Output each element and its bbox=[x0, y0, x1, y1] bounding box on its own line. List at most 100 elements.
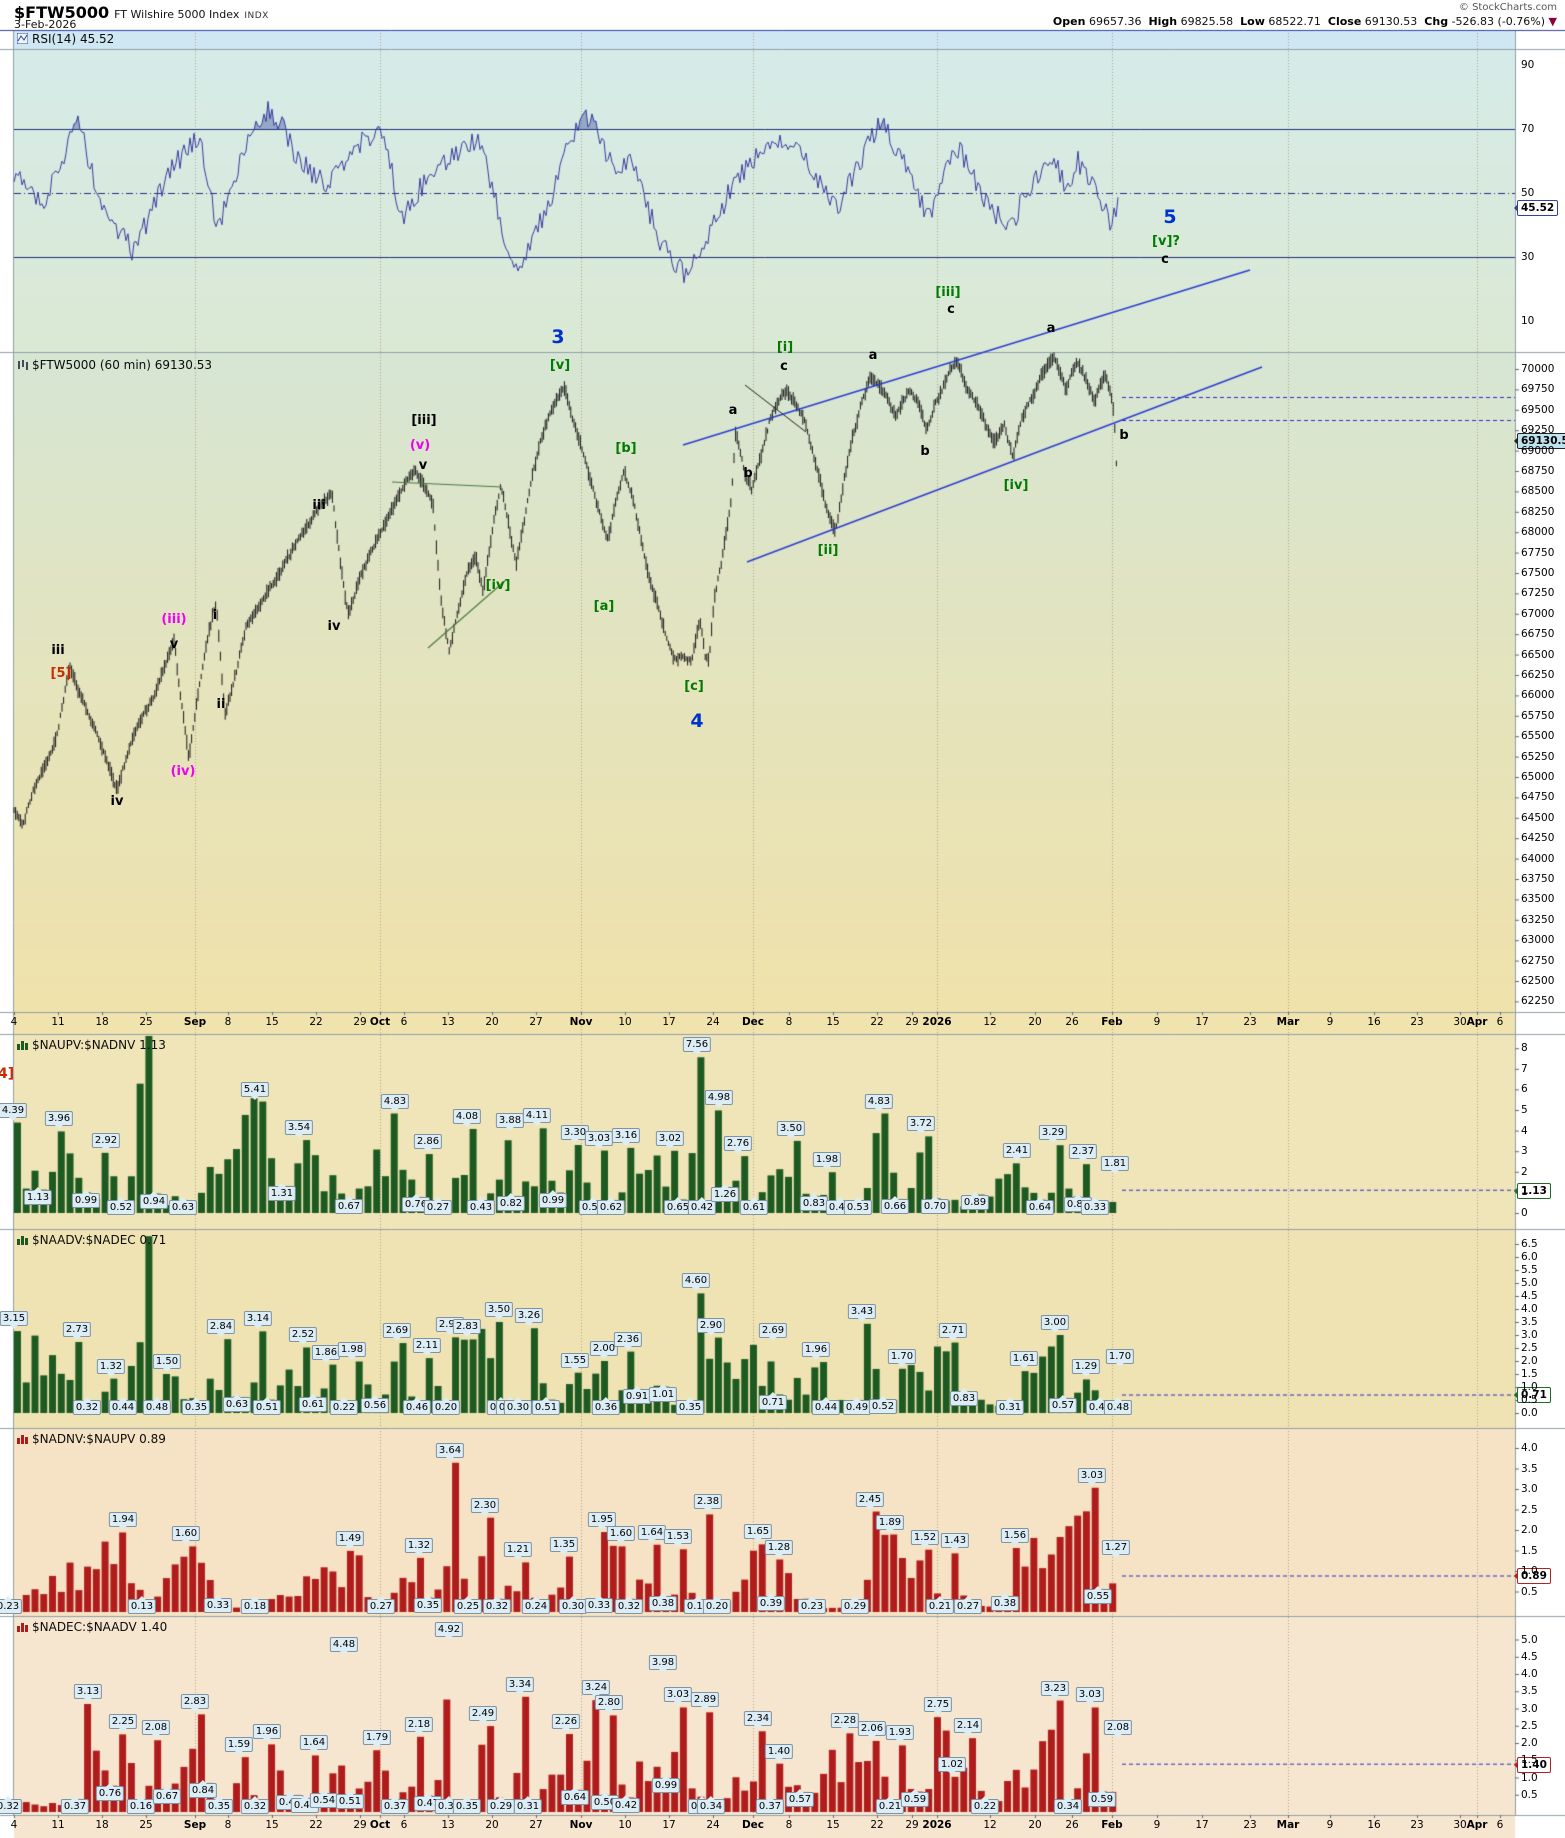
value-callout: 0.59 bbox=[1087, 1788, 1117, 1807]
x-axis-label: Nov bbox=[569, 1819, 593, 1831]
value-callout: 1.60 bbox=[171, 1526, 201, 1545]
value-callout: 3.96 bbox=[44, 1111, 74, 1130]
x-axis-label: 13 bbox=[441, 1819, 455, 1831]
y-axis-label: 0 bbox=[1521, 1207, 1528, 1219]
x-axis-label: 30 bbox=[1453, 1819, 1467, 1831]
y-axis-label: 2 bbox=[1521, 1165, 1528, 1178]
value-callout: 0.89 bbox=[960, 1191, 990, 1210]
y-axis-label: 65500 bbox=[1521, 730, 1555, 743]
value-callout: 0.32 bbox=[482, 1595, 512, 1614]
y-axis-label: 69250 bbox=[1521, 424, 1555, 437]
x-axis-label: 9 bbox=[1326, 1016, 1334, 1028]
x-axis-label: 17 bbox=[1195, 1819, 1209, 1831]
y-axis-label: 2.5 bbox=[1521, 1342, 1538, 1354]
x-axis-label: 22 bbox=[309, 1819, 323, 1831]
x-axis-label: 4 bbox=[10, 1016, 18, 1028]
value-callout: 0.21 bbox=[925, 1596, 955, 1614]
y-axis-label: 0.5 bbox=[1521, 1788, 1538, 1801]
naadv-nadec-panel-title: $NAADV:$NADEC 0.71 bbox=[17, 1233, 166, 1248]
y-axis-label: 3.5 bbox=[1521, 1316, 1538, 1328]
value-callout: 3.43 bbox=[847, 1303, 877, 1322]
wave-annotation: (iv) bbox=[170, 764, 196, 779]
chg-value: -526.83 (-0.76%) bbox=[1451, 15, 1546, 28]
wave-annotation: [5] bbox=[50, 666, 72, 681]
x-axis-label: 17 bbox=[662, 1016, 676, 1028]
value-callout: 1.50 bbox=[152, 1354, 182, 1372]
x-axis-label: 23 bbox=[1243, 1819, 1257, 1831]
value-callout: 3.64 bbox=[435, 1442, 465, 1461]
wave-annotation: b bbox=[743, 466, 753, 481]
value-callout: 1.32 bbox=[96, 1358, 126, 1377]
x-axis-label: 18 bbox=[95, 1016, 109, 1028]
wave-annotation: [v] bbox=[549, 358, 571, 373]
value-callout: 0.13 bbox=[127, 1596, 157, 1614]
nadnv-naupv-panel-title: $NADNV:$NAUPV 0.89 bbox=[17, 1432, 166, 1447]
red-bars-icon bbox=[17, 1433, 28, 1447]
wave-annotation: c bbox=[1161, 252, 1169, 267]
x-axis-label: 13 bbox=[441, 1016, 455, 1028]
value-callout: 0.20 bbox=[431, 1397, 461, 1415]
value-callout: 2.76 bbox=[723, 1136, 753, 1155]
value-callout: 1.70 bbox=[1105, 1348, 1135, 1367]
value-callout: 0.36 bbox=[591, 1397, 621, 1415]
y-axis-label: 2.5 bbox=[1521, 1719, 1538, 1732]
y-axis-label: 66500 bbox=[1521, 648, 1555, 661]
x-axis-label: 15 bbox=[265, 1819, 279, 1831]
x-axis-label: 24 bbox=[706, 1819, 720, 1831]
y-axis-label: 69750 bbox=[1521, 383, 1555, 396]
wave-annotation: 3 bbox=[551, 326, 565, 348]
y-axis-label: 0.5 bbox=[1521, 1394, 1538, 1406]
high-label: High bbox=[1148, 15, 1178, 28]
y-axis-label: 64500 bbox=[1521, 811, 1555, 824]
x-axis-label: Sep bbox=[183, 1819, 207, 1831]
value-callout: 2.75 bbox=[923, 1697, 953, 1716]
value-callout: 2.11 bbox=[412, 1338, 442, 1357]
value-callout: 0.42 bbox=[687, 1197, 717, 1215]
value-callout: 0.57 bbox=[1048, 1395, 1078, 1414]
x-axis-label: 2026 bbox=[922, 1819, 952, 1831]
value-callout: 0.20 bbox=[702, 1596, 732, 1614]
value-callout: 2.83 bbox=[180, 1694, 210, 1713]
value-callout: 2.38 bbox=[693, 1494, 723, 1513]
wave-annotation: b bbox=[1119, 428, 1129, 443]
chg-down-icon[interactable]: ▼ bbox=[1548, 15, 1557, 28]
credit: © StockCharts.com bbox=[1458, 2, 1557, 13]
value-callout: 0.64 bbox=[1025, 1196, 1055, 1215]
value-callout: 3.24 bbox=[581, 1680, 611, 1699]
value-callout: 5.41 bbox=[240, 1081, 270, 1100]
value-callout: 1.86 bbox=[311, 1344, 341, 1363]
x-axis-label: 6 bbox=[1496, 1819, 1504, 1831]
y-axis-label: 62250 bbox=[1521, 995, 1555, 1008]
value-callout: 0.61 bbox=[298, 1394, 328, 1413]
y-axis-label: 3.5 bbox=[1521, 1685, 1538, 1698]
value-callout: 4.83 bbox=[380, 1093, 410, 1112]
close-label: Close bbox=[1327, 15, 1362, 28]
x-axis-label: 20 bbox=[1028, 1819, 1042, 1831]
y-axis-label: 4.0 bbox=[1521, 1668, 1538, 1680]
value-callout: 0.59 bbox=[900, 1788, 930, 1807]
y-axis-label: 64250 bbox=[1521, 832, 1555, 845]
value-callout: 2.69 bbox=[758, 1323, 788, 1342]
value-callout: 0.29 bbox=[486, 1796, 516, 1814]
y-axis-label: 64000 bbox=[1521, 852, 1555, 865]
y-axis-label: 6 bbox=[1521, 1083, 1528, 1096]
x-axis-label: 22 bbox=[870, 1819, 884, 1831]
x-axis-label: 9 bbox=[1326, 1819, 1334, 1831]
y-axis-label: 2.5 bbox=[1521, 1503, 1538, 1516]
value-callout: 0.33 bbox=[1080, 1197, 1110, 1215]
value-callout: 0.66 bbox=[880, 1196, 910, 1215]
value-callout: 0.54 bbox=[309, 1790, 339, 1809]
value-callout: 2.25 bbox=[108, 1714, 138, 1733]
y-axis-label: 5.5 bbox=[1521, 1264, 1538, 1276]
value-callout: 0.37 bbox=[380, 1796, 410, 1814]
x-axis-label: 8 bbox=[785, 1819, 793, 1831]
value-callout: 1.28 bbox=[764, 1539, 794, 1558]
red-bars-icon bbox=[17, 1621, 28, 1635]
value-callout: 0.29 bbox=[840, 1596, 870, 1614]
y-axis-label: 3 bbox=[1521, 1145, 1528, 1158]
value-callout: 2.52 bbox=[288, 1327, 318, 1346]
value-callout: 0.53 bbox=[843, 1197, 873, 1215]
value-callout: 0.22 bbox=[329, 1397, 359, 1415]
value-callout: 2.28 bbox=[830, 1713, 860, 1732]
y-axis-label: 62500 bbox=[1521, 975, 1555, 987]
